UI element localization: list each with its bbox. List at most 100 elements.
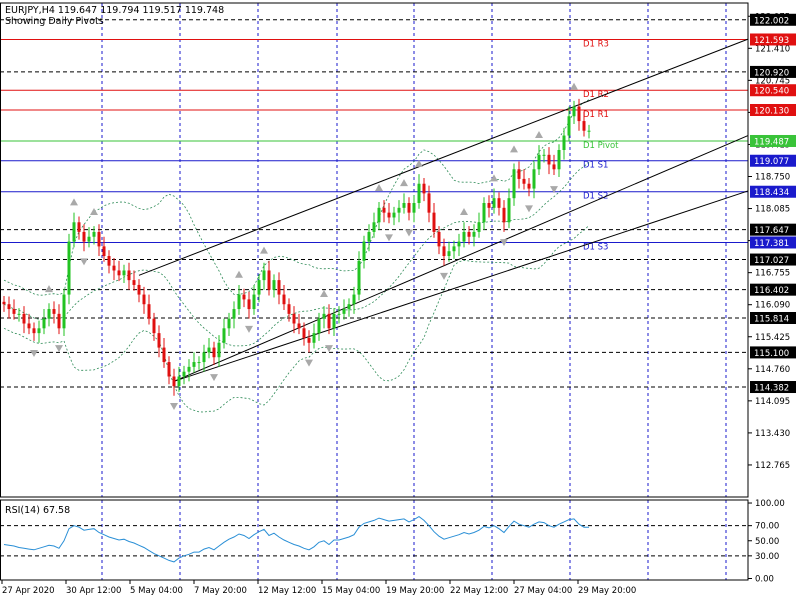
candle-body: [462, 231, 466, 242]
pivot-label: D1 S3: [583, 242, 608, 252]
price-axis-label: 116.755: [755, 269, 790, 279]
candle-body: [202, 352, 206, 363]
fractal-up-icon: [320, 289, 328, 297]
band-upper: [3, 99, 590, 296]
time-axis-label: 15 May 04:00: [322, 586, 380, 596]
candle-body: [22, 313, 26, 324]
candle-body: [542, 154, 546, 156]
fractal-down-icon: [325, 345, 333, 353]
candle-body: [97, 231, 101, 247]
price-axis-label: 113.430: [755, 429, 790, 439]
fractal-up-icon: [400, 179, 408, 187]
fractal-up-icon: [510, 145, 518, 153]
candle-body: [587, 130, 591, 132]
candle-body: [272, 280, 276, 290]
candle-body: [257, 280, 261, 295]
candle-body: [242, 294, 246, 300]
candle-body: [487, 203, 491, 208]
time-axis-label: 30 Apr 12:00: [66, 586, 121, 596]
candle-body: [502, 207, 506, 223]
candle-body: [127, 270, 131, 281]
candle-body: [357, 260, 361, 295]
pivot-label: D1 S1: [583, 161, 608, 171]
candle-body: [547, 154, 551, 165]
candle-body: [367, 231, 371, 242]
pivot-label: D1 S2: [583, 192, 608, 202]
candle-body: [327, 313, 331, 329]
channel-line: [138, 38, 749, 276]
fractal-up-icon: [90, 208, 98, 216]
level-value-box: [750, 312, 796, 325]
pivot-label: D1 R2: [583, 90, 609, 100]
level-value-box: [750, 134, 796, 147]
rsi-axis-label: 100.00: [755, 499, 785, 509]
candle-body: [292, 313, 296, 324]
fractal-down-icon: [30, 350, 38, 358]
candle-body: [42, 318, 46, 329]
level-value-box: [750, 65, 796, 78]
candle-body: [457, 241, 461, 247]
candle-body: [492, 198, 496, 208]
candle-body: [337, 313, 341, 315]
time-axis-label: 29 May 20:00: [578, 586, 636, 596]
pivot-label: D1 R1: [583, 110, 609, 120]
candle-body: [277, 280, 281, 295]
price-axis-label: 116.090: [755, 301, 790, 311]
candle-body: [307, 337, 311, 343]
rsi-layer: [0, 515, 748, 563]
candle-body: [27, 323, 31, 329]
candle-body: [282, 294, 286, 305]
candle-body: [577, 106, 581, 122]
candle-body: [47, 309, 51, 319]
candle-body: [287, 304, 291, 314]
candle-body: [107, 256, 111, 266]
candle-body: [352, 294, 356, 305]
candle-body: [302, 328, 306, 338]
time-axis-label: 5 May 04:00: [130, 586, 183, 596]
candle-body: [227, 318, 231, 329]
levels-layer: D1 R3 D1 R2 D1 R1 D1 Pivot D1 S1 D1 S2 D1 S3: [0, 19, 748, 388]
candle-body: [162, 347, 166, 363]
candle-body: [472, 231, 476, 237]
time-axis-label: 22 May 12:00: [450, 586, 508, 596]
candle-body: [167, 362, 171, 377]
candle-body: [572, 106, 576, 117]
candle-body: [77, 222, 81, 232]
candle-body: [442, 246, 446, 257]
rsi-title: RSI(14) 67.58: [5, 505, 70, 516]
fractal-up-icon: [45, 285, 53, 293]
candle-body: [212, 347, 216, 358]
price-axis-label: 118.750: [755, 173, 790, 183]
fractal-down-icon: [305, 359, 313, 367]
price-axis-label: 112.765: [755, 461, 790, 471]
level-value-label: 115.814: [754, 315, 789, 325]
time-axis-label: 7 May 20:00: [194, 586, 247, 596]
candle-body: [2, 301, 6, 305]
time-axis-label: 27 Apr 2020: [2, 586, 55, 596]
candle-body: [437, 231, 441, 247]
fractal-up-icon: [570, 82, 578, 90]
fractal-up-icon: [415, 159, 423, 167]
candle-body: [537, 154, 541, 170]
candle-body: [232, 309, 236, 319]
level-value-label: 120.130: [754, 106, 789, 116]
candle-body: [62, 294, 66, 329]
candles-layer: [2, 98, 591, 396]
price-axis-label: 118.085: [755, 205, 790, 215]
fractal-down-icon: [245, 325, 253, 333]
fractal-down-icon: [170, 403, 178, 411]
level-value-box: [750, 84, 796, 97]
rsi-line: [3, 515, 589, 563]
candle-body: [467, 231, 471, 237]
main-panel-frame: [0, 2, 749, 498]
level-value-label: 117.647: [754, 226, 789, 236]
level-value-label: 119.077: [754, 157, 789, 167]
candle-body: [137, 284, 141, 295]
fractal-down-icon: [210, 374, 218, 382]
candle-body: [332, 313, 336, 329]
fractal-down-icon: [525, 205, 533, 213]
candle-body: [417, 183, 421, 204]
candle-body: [7, 304, 11, 310]
fractal-up-icon: [460, 208, 468, 216]
